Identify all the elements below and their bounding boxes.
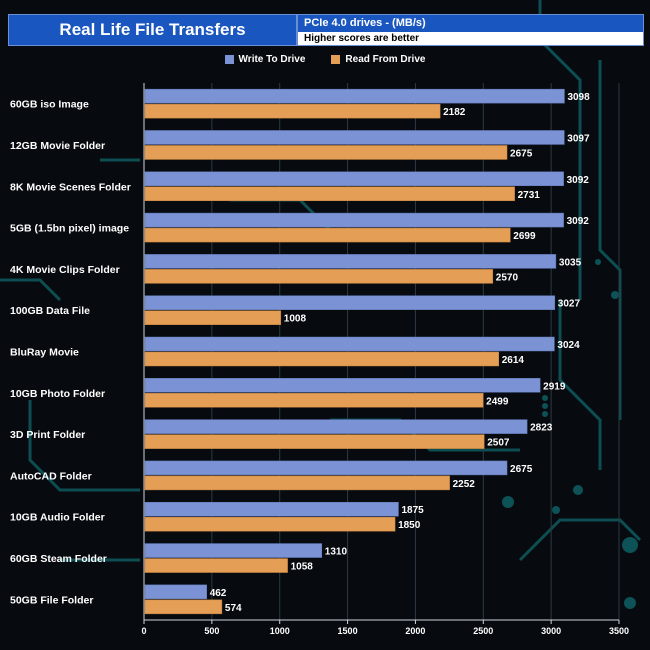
category-label: 100GB Data File: [10, 305, 90, 317]
bar-read: [144, 351, 500, 367]
category-label: 60GB Steam Folder: [10, 553, 107, 565]
bar-read: [144, 434, 485, 449]
bar-write: [144, 419, 528, 434]
x-tick-label: 2000: [405, 626, 425, 636]
data-label-read: 2699: [513, 231, 536, 242]
data-label-read: 2252: [453, 479, 476, 490]
legend-swatch-read: [331, 54, 341, 64]
category-label: AutoCAD Folder: [10, 470, 92, 482]
scoring-note: Higher scores are better: [298, 32, 643, 45]
data-label-read: 2731: [518, 190, 541, 201]
chart-title: Real Life File Transfers: [8, 14, 297, 46]
bar-read: [144, 227, 511, 243]
bar-read: [144, 186, 515, 202]
data-label-write: 2675: [510, 464, 533, 475]
category-label: 60GB iso Image: [10, 99, 89, 111]
data-label-write: 3097: [567, 133, 590, 144]
data-label-read: 2499: [486, 396, 509, 407]
data-label-write: 1875: [401, 505, 424, 516]
x-tick-label: 3000: [541, 626, 561, 636]
bar-read: [144, 599, 223, 615]
data-label-read: 1008: [284, 314, 307, 325]
data-label-read: 1850: [398, 520, 421, 531]
data-label-write: 1310: [325, 547, 348, 558]
bar-write: [144, 130, 565, 145]
bar-read: [144, 475, 450, 491]
legend-label-read: Read From Drive: [345, 53, 426, 65]
data-label-read: 2570: [496, 272, 519, 283]
legend-label-write: Write To Drive: [238, 53, 306, 65]
bar-write: [144, 254, 557, 269]
data-label-read: 1058: [291, 562, 314, 573]
bar-read: [144, 558, 288, 573]
bar-write: [144, 171, 564, 187]
data-label-write: 3024: [557, 340, 580, 351]
bar-write: [144, 212, 564, 228]
category-label: 4K Movie Clips Folder: [10, 264, 120, 276]
data-label-write: 3027: [558, 299, 581, 310]
x-tick-label: 500: [204, 626, 219, 636]
category-label: 12GB Movie Folder: [10, 140, 105, 152]
units-label: PCIe 4.0 drives - (MB/s): [298, 15, 643, 32]
data-label-write: 3098: [567, 92, 590, 103]
category-label: 8K Movie Scenes Folder: [10, 181, 131, 193]
category-label: 50GB File Folder: [10, 594, 93, 606]
data-label-read: 2675: [510, 148, 533, 159]
x-tick-label: 2500: [473, 626, 493, 636]
category-label: 10GB Audio Folder: [10, 512, 105, 524]
bar-write: [144, 295, 556, 310]
bar-read: [144, 103, 441, 119]
data-label-read: 2182: [443, 107, 466, 118]
bar-write: [144, 501, 399, 517]
data-label-write: 3092: [567, 175, 590, 186]
bar-write: [144, 378, 541, 393]
legend: Write To Drive Read From Drive: [0, 52, 650, 66]
x-tick-label: 3500: [609, 626, 629, 636]
category-label: 10GB Photo Folder: [10, 388, 105, 400]
info-panel: PCIe 4.0 drives - (MB/s) Higher scores a…: [297, 14, 644, 46]
data-label-write: 3035: [559, 257, 582, 268]
bar-write: [144, 584, 207, 600]
bar-write: [144, 543, 323, 558]
data-label-write: 462: [210, 588, 227, 599]
legend-item-write: Write To Drive: [224, 52, 306, 66]
bar-write: [144, 336, 555, 352]
bar-read: [144, 145, 508, 160]
bar-write: [144, 460, 508, 476]
legend-swatch-write: [224, 54, 234, 64]
legend-item-read: Read From Drive: [331, 52, 425, 66]
bar-read: [144, 269, 494, 284]
bar-read: [144, 516, 396, 532]
category-label: BluRay Movie: [10, 347, 79, 359]
category-label: 3D Print Folder: [10, 429, 85, 441]
data-label-read: 2614: [502, 355, 525, 366]
category-label: 5GB (1.5bn pixel) image: [10, 223, 129, 235]
data-label-write: 3092: [567, 216, 590, 227]
bar-write: [144, 88, 565, 104]
data-label-read: 2507: [487, 438, 510, 449]
data-label-write: 2823: [530, 423, 553, 434]
x-tick-label: 0: [141, 626, 146, 636]
data-label-read: 574: [225, 603, 242, 614]
bar-read: [144, 310, 282, 325]
x-tick-label: 1000: [270, 626, 290, 636]
x-tick-label: 1500: [338, 626, 358, 636]
data-label-write: 2919: [543, 381, 566, 392]
bar-read: [144, 393, 484, 408]
